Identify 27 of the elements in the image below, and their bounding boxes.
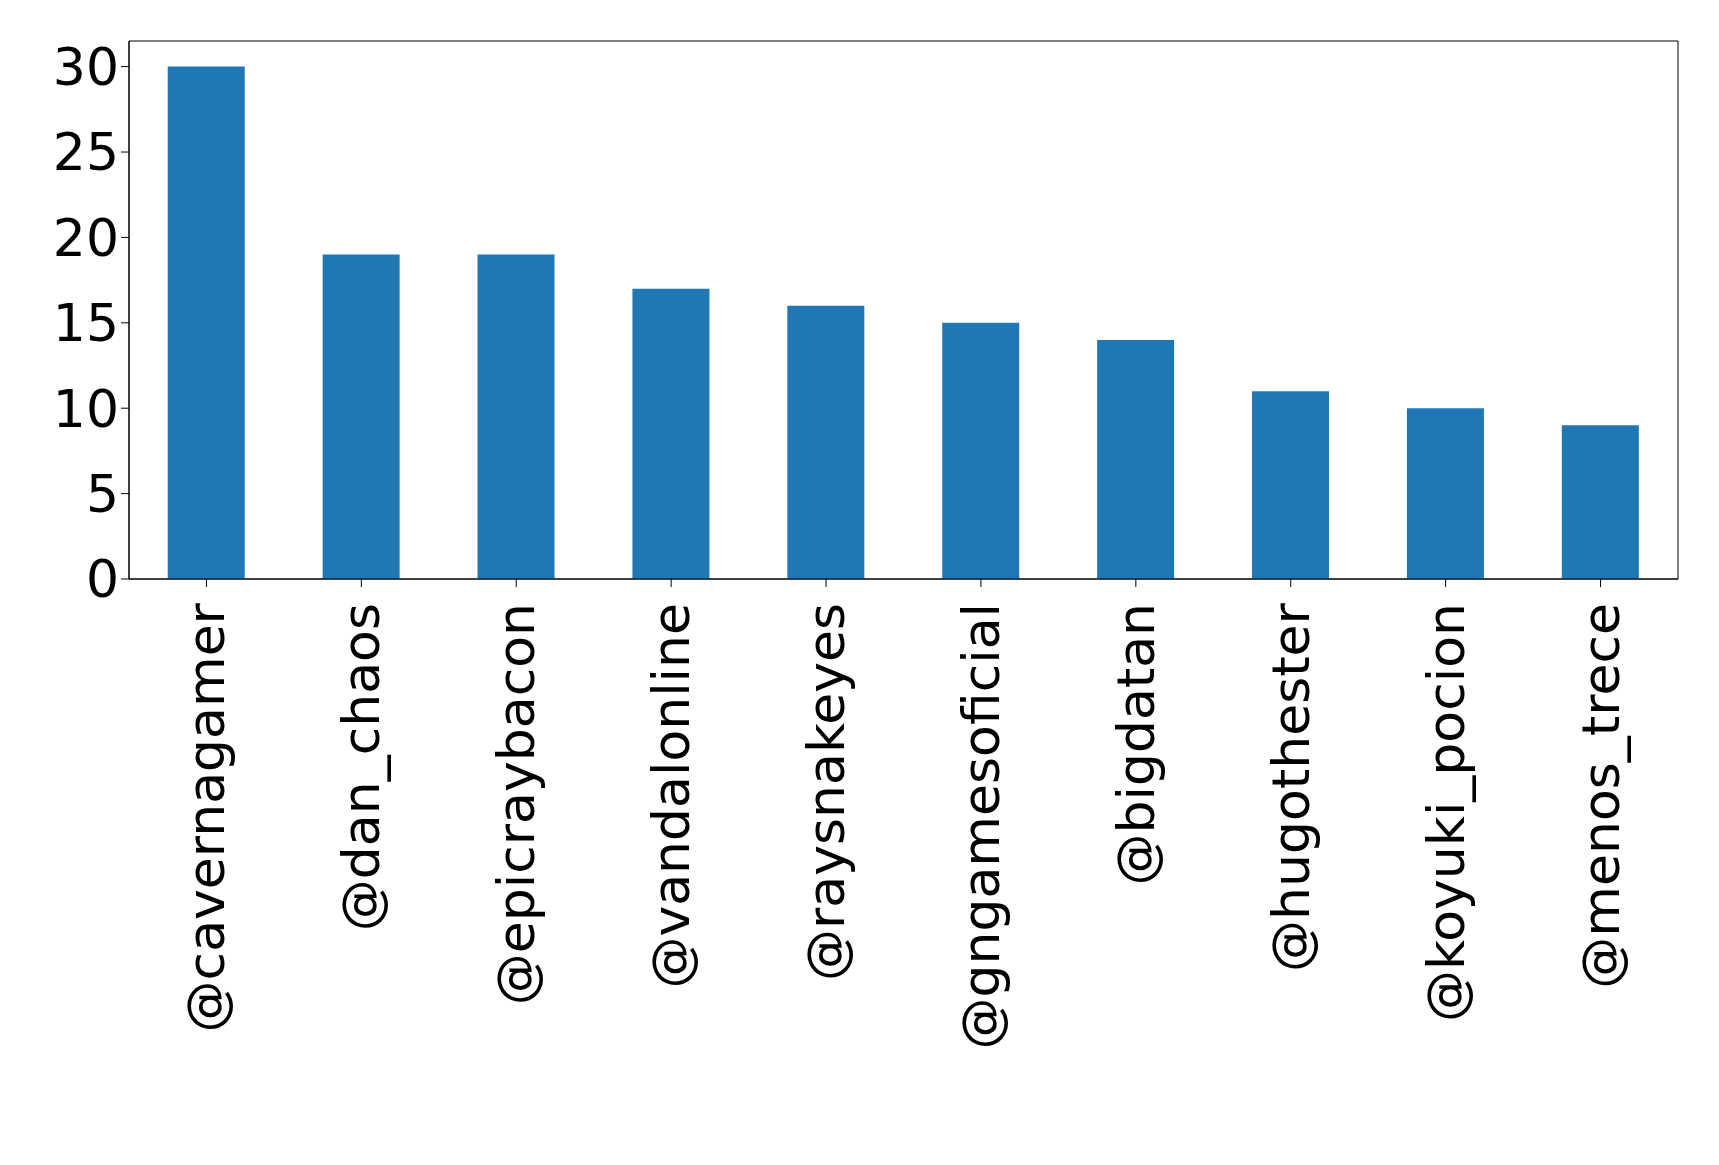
y-tick-label: 30 <box>52 37 119 98</box>
x-tick-label: @dan_chaos <box>331 603 392 932</box>
x-tick-label: @menos_trece <box>1570 603 1631 989</box>
bar <box>477 254 555 579</box>
x-tick-label: @epicraybacon <box>486 603 547 1006</box>
bar <box>1097 339 1175 579</box>
x-tick-label: @vandalonline <box>641 603 702 989</box>
bar <box>1561 425 1639 579</box>
bar <box>942 322 1020 579</box>
y-tick-label: 20 <box>52 207 119 268</box>
x-tick-label: @cavernagamer <box>176 602 237 1033</box>
bar <box>322 254 400 579</box>
bar <box>1406 408 1484 579</box>
y-tick-label: 0 <box>85 549 119 610</box>
x-tick-label: @bigdatan <box>1105 603 1166 886</box>
bar <box>787 305 865 579</box>
x-tick-label: @raysnakeyes <box>796 603 857 982</box>
bar <box>1252 391 1330 579</box>
x-tick-label: @gngamesoficial <box>950 603 1011 1050</box>
x-tick-label: @koyuki_pocion <box>1415 603 1476 1022</box>
y-tick-label: 5 <box>85 464 119 525</box>
bar <box>632 288 710 579</box>
bar <box>167 66 245 579</box>
y-tick-label: 10 <box>52 378 119 439</box>
x-tick-label: @hugothester <box>1260 602 1321 972</box>
y-tick-label: 15 <box>52 293 119 354</box>
y-tick-label: 25 <box>52 122 119 183</box>
